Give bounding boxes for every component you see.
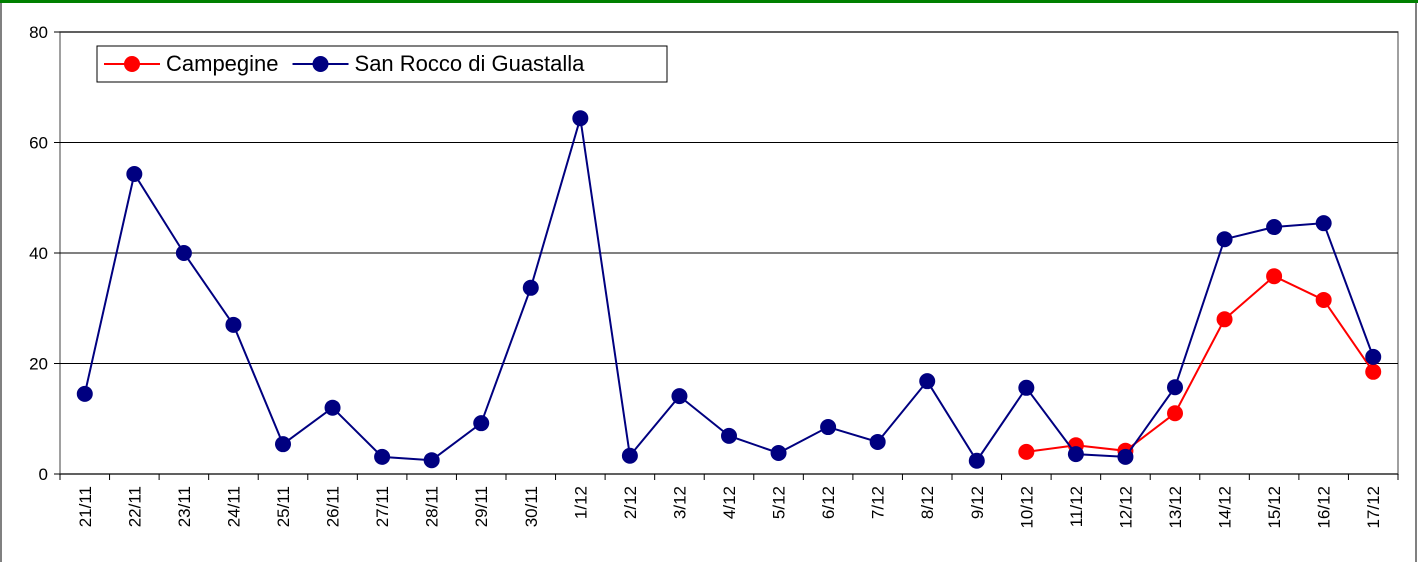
x-tick-label: 10/12 [1017, 486, 1036, 529]
marker [1117, 448, 1134, 465]
y-tick-label: 40 [29, 244, 48, 263]
legend-box [96, 45, 668, 83]
legend-marker [124, 56, 140, 72]
x-tick-label: 8/12 [918, 486, 937, 519]
x-tick-label: 29/11 [472, 486, 491, 527]
x-tick-label: 12/12 [1116, 486, 1135, 529]
x-tick-label: 15/12 [1265, 486, 1284, 529]
marker [1067, 446, 1084, 463]
x-tick-label: 5/12 [770, 486, 789, 519]
x-tick-label: 24/11 [224, 486, 243, 527]
marker [522, 279, 539, 296]
marker [473, 415, 490, 432]
x-tick-label: 1/12 [571, 486, 590, 519]
marker [1018, 443, 1035, 460]
marker [1216, 231, 1233, 248]
x-tick-label: 17/12 [1364, 486, 1383, 529]
marker [1365, 348, 1382, 365]
marker [721, 427, 737, 444]
x-tick-label: 6/12 [819, 486, 838, 519]
marker [820, 419, 837, 436]
marker [126, 165, 143, 182]
legend: Campegine San Rocco di Guastalla [96, 45, 668, 83]
y-tick-label: 60 [29, 134, 48, 153]
x-tick-label: 21/11 [76, 486, 95, 527]
x-tick-label: 23/11 [175, 486, 194, 527]
marker [1315, 291, 1332, 308]
x-tick-label: 14/12 [1216, 486, 1235, 529]
x-tick-label: 30/11 [522, 486, 541, 527]
x-tick-label: 3/12 [670, 486, 689, 519]
marker [374, 448, 391, 465]
marker [175, 245, 192, 261]
legend-label: Campegine [166, 51, 279, 76]
x-tick-label: 2/12 [621, 486, 640, 519]
x-tick-label: 7/12 [869, 486, 888, 519]
marker [1216, 311, 1233, 328]
legend-marker [312, 56, 329, 72]
x-tick-label: 4/12 [720, 486, 739, 519]
marker [1018, 379, 1035, 396]
x-tick-label: 28/11 [423, 486, 442, 527]
x-tick-label: 22/11 [125, 486, 144, 527]
x-tick-label: 16/12 [1315, 486, 1334, 529]
marker [1167, 405, 1183, 422]
marker [423, 452, 440, 469]
marker [1167, 379, 1183, 396]
x-tick-label: 11/12 [1067, 486, 1086, 527]
marker [869, 433, 886, 450]
marker [572, 110, 589, 127]
x-tick-label: 25/11 [274, 486, 293, 527]
marker [275, 436, 291, 453]
marker [76, 385, 93, 402]
marker [1365, 363, 1382, 380]
marker [225, 316, 242, 333]
series-line [1026, 275, 1375, 453]
marker [770, 445, 787, 462]
x-tick-label: 13/12 [1166, 486, 1185, 529]
y-tick-label: 80 [29, 23, 48, 42]
marker [1266, 219, 1283, 236]
legend-label: San Rocco di Guastalla [355, 51, 586, 76]
marker [324, 399, 341, 416]
x-tick-label: 26/11 [324, 486, 343, 527]
marker [968, 452, 985, 469]
x-tick-label: 9/12 [968, 486, 987, 519]
top-border [0, 0, 1418, 3]
y-tick-label: 20 [29, 355, 48, 374]
marker [1266, 268, 1283, 285]
y-tick-label: 0 [39, 465, 48, 484]
x-tick-label: 27/11 [373, 486, 392, 527]
marker [1315, 215, 1332, 232]
marker [621, 447, 638, 464]
marker [671, 388, 688, 405]
marker [919, 373, 936, 390]
